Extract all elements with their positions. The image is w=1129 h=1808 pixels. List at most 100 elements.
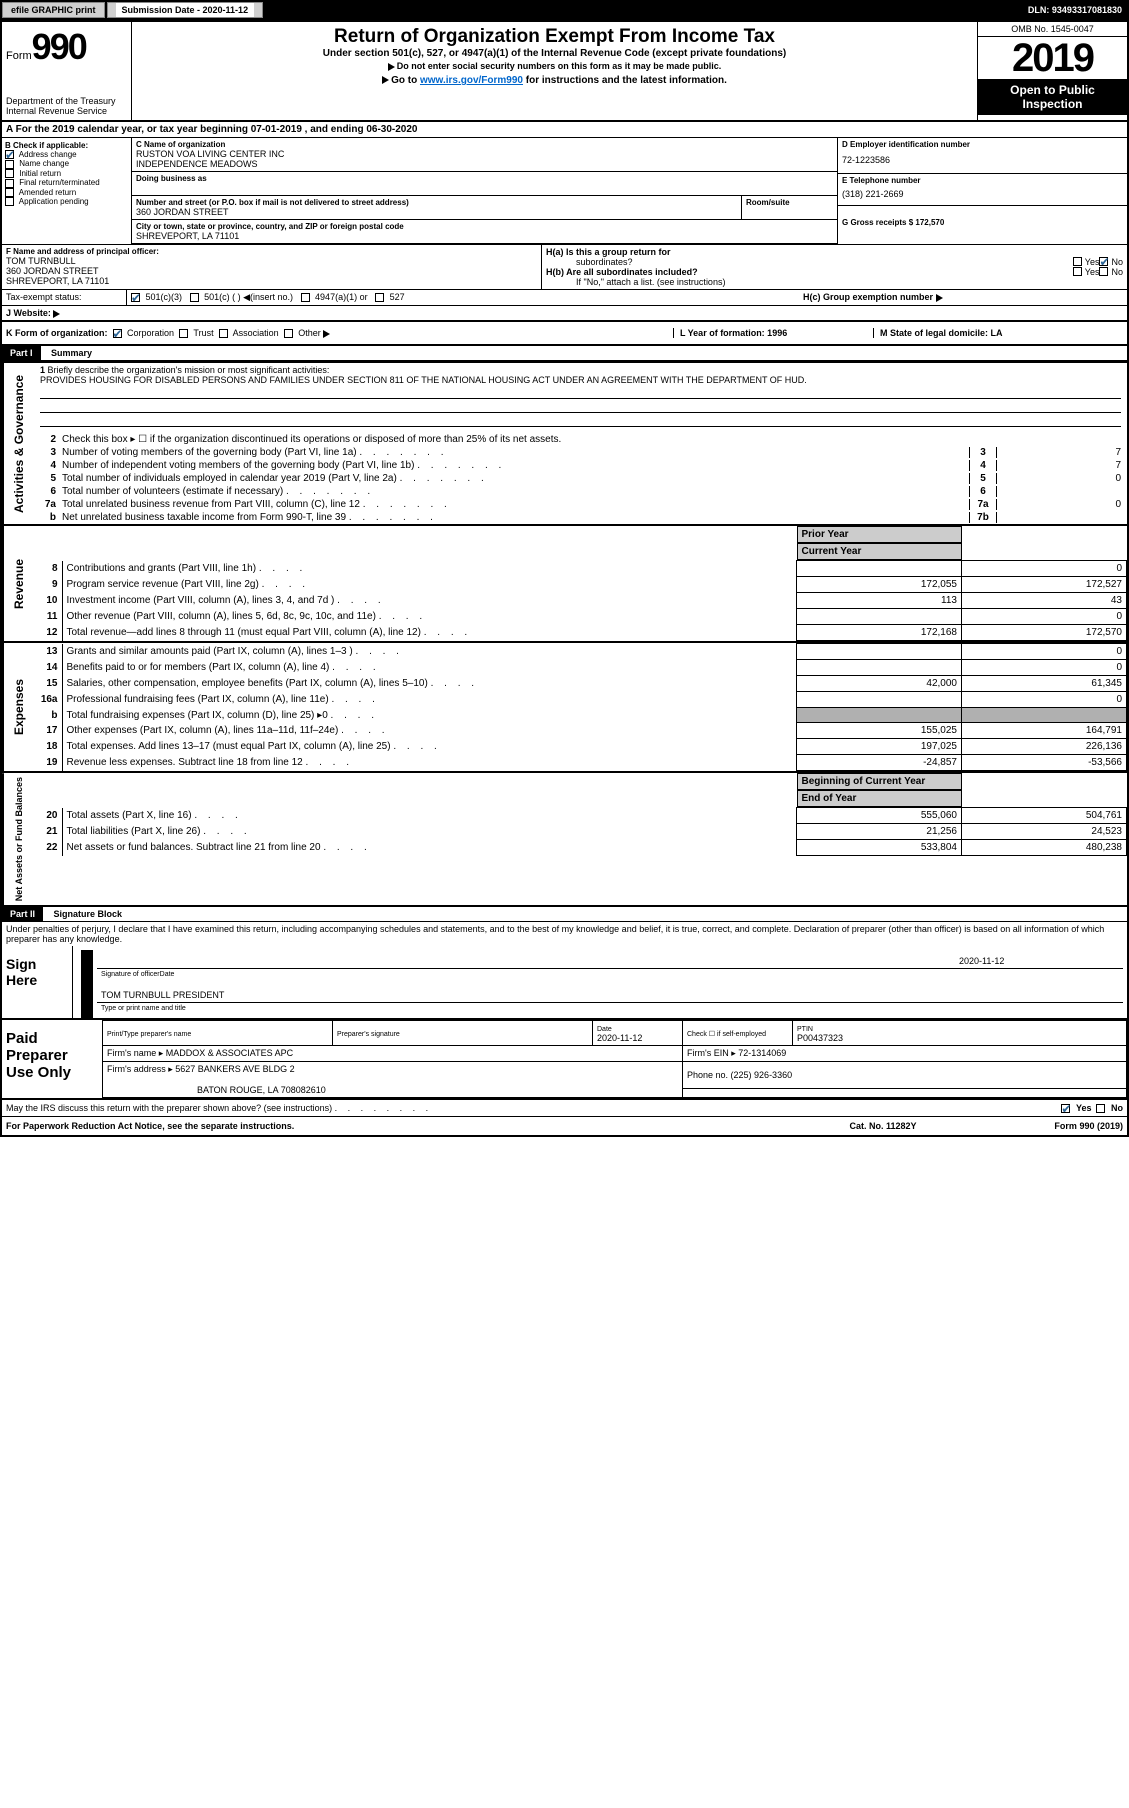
city: SHREVEPORT, LA 71101 bbox=[136, 231, 833, 241]
org-name-1: RUSTON VOA LIVING CENTER INC bbox=[136, 149, 833, 159]
net-section: Net Assets or Fund Balances Beginning of… bbox=[2, 773, 1127, 907]
tel-val: (318) 221-2669 bbox=[842, 185, 1123, 203]
exp-section: Expenses 13Grants and similar amounts pa… bbox=[2, 643, 1127, 773]
dba-box: Doing business as bbox=[132, 172, 837, 196]
footer: For Paperwork Reduction Act Notice, see … bbox=[2, 1117, 1127, 1135]
open-public: Open to PublicInspection bbox=[978, 79, 1127, 115]
section-c-mid: C Name of organization RUSTON VOA LIVING… bbox=[132, 138, 837, 244]
assoc-chk[interactable] bbox=[219, 329, 228, 338]
pra-notice: For Paperwork Reduction Act Notice, see … bbox=[6, 1121, 793, 1131]
ha-yes-chk[interactable] bbox=[1073, 257, 1082, 266]
block-bcdefg: B Check if applicable: Address change Na… bbox=[2, 138, 1127, 245]
501c3-chk[interactable] bbox=[131, 293, 140, 302]
trust-chk[interactable] bbox=[179, 329, 188, 338]
form-990: 990 bbox=[32, 26, 86, 67]
subtitle: Under section 501(c), 527, or 4947(a)(1)… bbox=[136, 48, 973, 59]
vtab-gov: Activities & Governance bbox=[2, 363, 34, 524]
b-chk[interactable] bbox=[5, 160, 14, 169]
header-center: Return of Organization Exempt From Incom… bbox=[132, 22, 977, 120]
b-chk[interactable] bbox=[5, 169, 14, 178]
tes-label: Tax-exempt status: bbox=[2, 290, 127, 305]
mission-text: PROVIDES HOUSING FOR DISABLED PERSONS AN… bbox=[40, 375, 807, 385]
part2-hdr: Part II Signature Block bbox=[2, 907, 1127, 922]
arrow-icon bbox=[936, 294, 943, 302]
penalty-text: Under penalties of perjury, I declare th… bbox=[2, 922, 1127, 946]
addr-label: Number and street (or P.O. box if mail i… bbox=[136, 198, 737, 207]
street: 360 JORDAN STREET bbox=[136, 207, 737, 217]
top-bar: efile GRAPHIC print Submission Date - 20… bbox=[0, 0, 1129, 20]
city-label: City or town, state or province, country… bbox=[136, 222, 833, 231]
b-chk[interactable] bbox=[5, 188, 14, 197]
b-chk[interactable] bbox=[5, 150, 14, 159]
block-fh: F Name and address of principal officer:… bbox=[2, 245, 1127, 290]
f-label: F Name and address of principal officer: bbox=[6, 247, 537, 256]
part1-title: Summary bbox=[43, 348, 92, 358]
city-box: City or town, state or province, country… bbox=[132, 220, 837, 244]
sub-date-btn[interactable]: Submission Date - 2020-11-12 bbox=[107, 2, 264, 18]
b-chk[interactable] bbox=[5, 179, 14, 188]
b-chk[interactable] bbox=[5, 197, 14, 206]
header: Form990 Department of the TreasuryIntern… bbox=[2, 22, 1127, 122]
no-ssn: Do not enter social security numbers on … bbox=[136, 61, 973, 71]
m-state: M State of legal domicile: LA bbox=[873, 328, 1123, 338]
other-chk[interactable] bbox=[284, 329, 293, 338]
org-name-2: INDEPENDENCE MEADOWS bbox=[136, 159, 833, 169]
527-chk[interactable] bbox=[375, 293, 384, 302]
part2-title: Signature Block bbox=[46, 909, 123, 919]
form-no: Form 990 (2019) bbox=[973, 1121, 1123, 1131]
cat-no: Cat. No. 11282Y bbox=[793, 1121, 973, 1131]
irs-yes-chk[interactable] bbox=[1061, 1104, 1070, 1113]
hb-note: If "No," attach a list. (see instruction… bbox=[546, 277, 1123, 287]
irs-link[interactable]: www.irs.gov/Form990 bbox=[420, 75, 523, 86]
501c-chk[interactable] bbox=[190, 293, 199, 302]
irs-discuss-row: May the IRS discuss this return with the… bbox=[2, 1100, 1127, 1117]
vtab-rev: Revenue bbox=[2, 526, 34, 641]
tax-year: 2019 bbox=[978, 37, 1127, 79]
hb-yes-chk[interactable] bbox=[1073, 267, 1082, 276]
section-defg: D Employer identification number 72-1223… bbox=[837, 138, 1127, 244]
c-label: C Name of organization bbox=[136, 140, 833, 149]
rev-section: Revenue Prior YearCurrent Year 8Contribu… bbox=[2, 526, 1127, 643]
corp-chk[interactable] bbox=[113, 329, 122, 338]
dba-label: Doing business as bbox=[136, 174, 833, 183]
paid-prep-block: Paid Preparer Use Only Print/Type prepar… bbox=[2, 1020, 1127, 1100]
officer-city: SHREVEPORT, LA 71101 bbox=[6, 276, 537, 286]
section-b: B Check if applicable: Address change Na… bbox=[2, 138, 132, 244]
paid-label: Paid Preparer Use Only bbox=[2, 1020, 102, 1098]
ein-box: D Employer identification number 72-1223… bbox=[838, 138, 1127, 174]
form-word: Form bbox=[6, 50, 32, 62]
form-title: Return of Organization Exempt From Incom… bbox=[136, 26, 973, 48]
header-right: OMB No. 1545-0047 2019 Open to PublicIns… bbox=[977, 22, 1127, 120]
ein-val: 72-1223586 bbox=[842, 149, 1123, 171]
arrow-icon bbox=[382, 76, 389, 84]
form-outer: Form990 Department of the TreasuryIntern… bbox=[0, 20, 1129, 1137]
room-label: Room/suite bbox=[746, 198, 833, 207]
net-table: Beginning of Current YearEnd of Year 20T… bbox=[34, 773, 1127, 856]
vtab-net: Net Assets or Fund Balances bbox=[2, 773, 34, 905]
vtab-exp: Expenses bbox=[2, 643, 34, 771]
officer-name: TOM TURNBULL bbox=[6, 256, 537, 266]
efile-btn[interactable]: efile GRAPHIC print bbox=[2, 2, 105, 18]
part2-badge: Part II bbox=[2, 907, 43, 921]
officer-box: F Name and address of principal officer:… bbox=[2, 245, 542, 289]
b-label: B Check if applicable: bbox=[5, 141, 128, 150]
e-label: E Telephone number bbox=[842, 176, 1123, 185]
dept: Department of the TreasuryInternal Reven… bbox=[6, 96, 127, 116]
officer-addr: 360 JORDAN STREET bbox=[6, 266, 537, 276]
exp-table: 13Grants and similar amounts paid (Part … bbox=[34, 643, 1127, 771]
tax-exempt-row: Tax-exempt status: 501(c)(3) 501(c) ( ) … bbox=[2, 290, 1127, 306]
irs-no-chk[interactable] bbox=[1096, 1104, 1105, 1113]
org-name-box: C Name of organization RUSTON VOA LIVING… bbox=[132, 138, 837, 172]
4947-chk[interactable] bbox=[301, 293, 310, 302]
arrow-icon bbox=[53, 310, 60, 318]
gov-section: Activities & Governance 1 Briefly descri… bbox=[2, 361, 1127, 526]
g-label: G Gross receipts $ 172,570 bbox=[842, 208, 1123, 227]
sub-date: Submission Date - 2020-11-12 bbox=[116, 3, 255, 17]
website-row: J Website: bbox=[2, 306, 1127, 322]
ha-no-chk[interactable] bbox=[1099, 257, 1108, 266]
goto: Go to www.irs.gov/Form990 for instructio… bbox=[136, 75, 973, 86]
mission-box: 1 Briefly describe the organization's mi… bbox=[34, 363, 1127, 433]
calendar-year: A For the 2019 calendar year, or tax yea… bbox=[2, 122, 1127, 138]
header-left: Form990 Department of the TreasuryIntern… bbox=[2, 22, 132, 120]
hb-no-chk[interactable] bbox=[1099, 267, 1108, 276]
